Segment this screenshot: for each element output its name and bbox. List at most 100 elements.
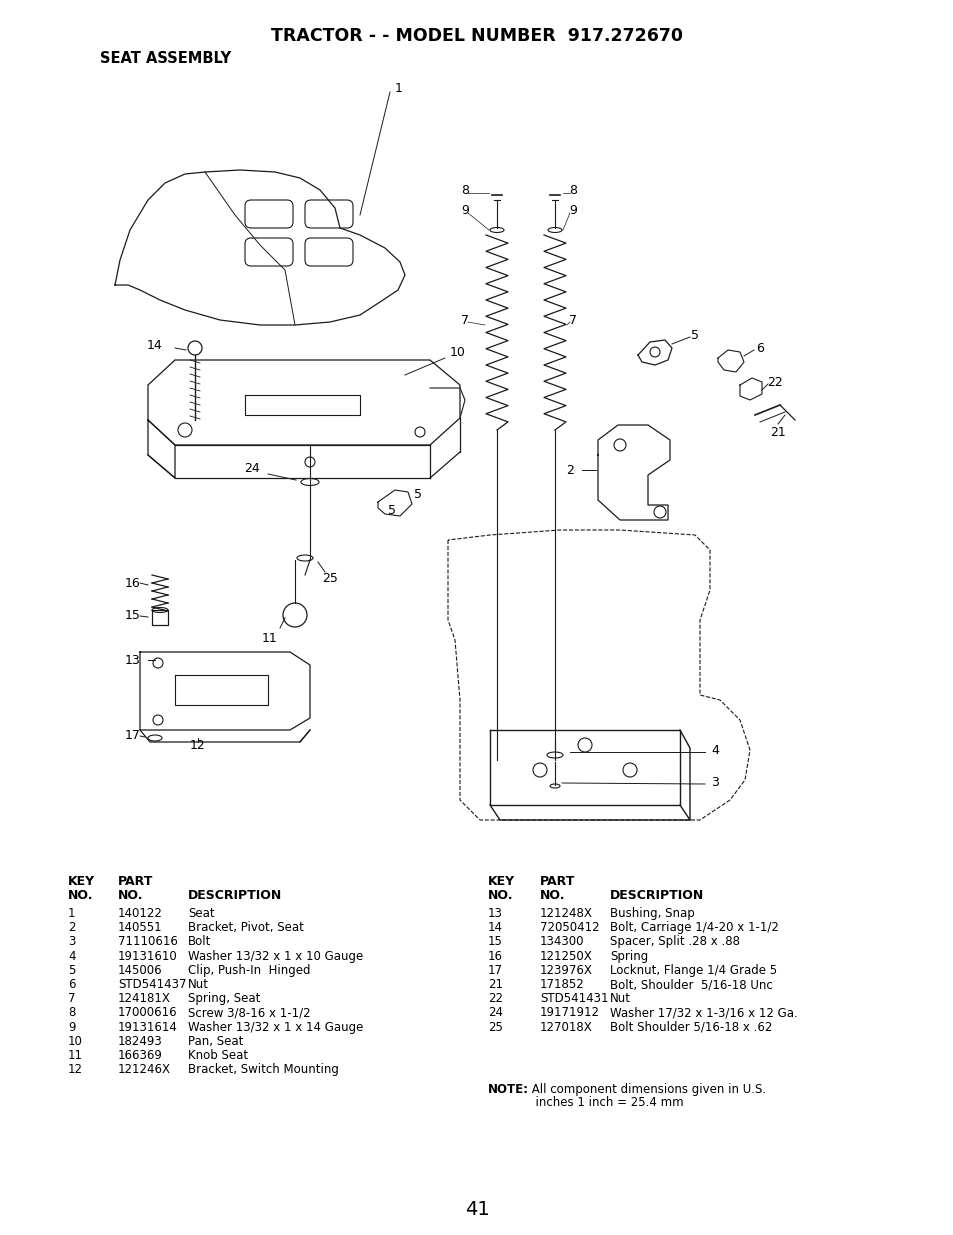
Text: 10: 10 — [450, 346, 465, 358]
Text: 3: 3 — [68, 935, 75, 948]
Text: PART: PART — [118, 876, 153, 888]
Text: 11: 11 — [262, 631, 277, 645]
Text: Screw 3/8-16 x 1-1/2: Screw 3/8-16 x 1-1/2 — [188, 1007, 311, 1019]
Text: All component dimensions given in U.S.: All component dimensions given in U.S. — [527, 1083, 765, 1097]
Text: 16: 16 — [125, 577, 141, 589]
Text: 3: 3 — [710, 776, 719, 788]
Text: 8: 8 — [68, 1007, 75, 1019]
Text: 11: 11 — [68, 1049, 83, 1062]
Text: Washer 17/32 x 1-3/16 x 12 Ga.: Washer 17/32 x 1-3/16 x 12 Ga. — [609, 1007, 797, 1019]
Text: 7: 7 — [68, 992, 75, 1005]
Text: Spacer, Split .28 x .88: Spacer, Split .28 x .88 — [609, 935, 740, 948]
Text: Bracket, Switch Mounting: Bracket, Switch Mounting — [188, 1063, 338, 1076]
Text: 22: 22 — [766, 375, 782, 389]
Text: DESCRIPTION: DESCRIPTION — [188, 889, 282, 902]
Text: NO.: NO. — [539, 889, 565, 902]
Text: Bolt, Shoulder  5/16-18 Unc: Bolt, Shoulder 5/16-18 Unc — [609, 978, 772, 990]
Text: 6: 6 — [68, 978, 75, 990]
Text: Spring: Spring — [609, 950, 648, 962]
Text: 13: 13 — [488, 906, 502, 920]
Text: 9: 9 — [569, 204, 577, 216]
Text: STD541437: STD541437 — [118, 978, 186, 990]
Text: 19131610: 19131610 — [118, 950, 177, 962]
Text: Spring, Seat: Spring, Seat — [188, 992, 260, 1005]
Text: Washer 13/32 x 1 x 14 Gauge: Washer 13/32 x 1 x 14 Gauge — [188, 1020, 363, 1034]
Text: 21: 21 — [769, 426, 785, 438]
Text: NO.: NO. — [68, 889, 93, 902]
Text: 9: 9 — [68, 1020, 75, 1034]
Text: inches 1 inch = 25.4 mm: inches 1 inch = 25.4 mm — [527, 1097, 683, 1109]
Text: 5: 5 — [690, 329, 699, 342]
Text: 12: 12 — [190, 739, 206, 752]
Text: NOTE:: NOTE: — [488, 1083, 529, 1097]
Text: Knob Seat: Knob Seat — [188, 1049, 248, 1062]
Text: 71110616: 71110616 — [118, 935, 177, 948]
Text: KEY: KEY — [488, 876, 515, 888]
Text: PART: PART — [539, 876, 575, 888]
Text: KEY: KEY — [68, 876, 95, 888]
Text: 10: 10 — [68, 1035, 83, 1047]
Text: 17: 17 — [488, 963, 502, 977]
Text: 166369: 166369 — [118, 1049, 163, 1062]
Text: 14: 14 — [488, 921, 502, 934]
Text: NO.: NO. — [488, 889, 513, 902]
Text: 22: 22 — [488, 992, 502, 1005]
Text: Nut: Nut — [609, 992, 630, 1005]
Text: 25: 25 — [322, 572, 337, 584]
Text: 2: 2 — [68, 921, 75, 934]
Text: 121250X: 121250X — [539, 950, 592, 962]
Text: 19131614: 19131614 — [118, 1020, 177, 1034]
Text: 13: 13 — [125, 653, 141, 667]
Text: 5: 5 — [68, 963, 75, 977]
Text: 7: 7 — [460, 314, 469, 326]
Text: Bolt, Carriage 1/4-20 x 1-1/2: Bolt, Carriage 1/4-20 x 1-1/2 — [609, 921, 778, 934]
Text: 16: 16 — [488, 950, 502, 962]
Text: 41: 41 — [464, 1200, 489, 1219]
Text: 24: 24 — [488, 1007, 502, 1019]
Text: SEAT ASSEMBLY: SEAT ASSEMBLY — [100, 51, 231, 65]
Text: Pan, Seat: Pan, Seat — [188, 1035, 243, 1047]
Text: 17000616: 17000616 — [118, 1007, 177, 1019]
Text: 21: 21 — [488, 978, 502, 990]
Text: 182493: 182493 — [118, 1035, 163, 1047]
Text: 17: 17 — [125, 729, 141, 741]
Text: 121246X: 121246X — [118, 1063, 171, 1076]
Text: 1: 1 — [68, 906, 75, 920]
Text: DESCRIPTION: DESCRIPTION — [609, 889, 703, 902]
Text: 124181X: 124181X — [118, 992, 171, 1005]
Text: Bolt Shoulder 5/16-18 x .62: Bolt Shoulder 5/16-18 x .62 — [609, 1020, 772, 1034]
Text: 8: 8 — [460, 184, 469, 196]
Text: Nut: Nut — [188, 978, 209, 990]
Text: 5: 5 — [388, 504, 395, 516]
Text: 7: 7 — [568, 314, 577, 326]
Text: 140122: 140122 — [118, 906, 163, 920]
Text: 72050412: 72050412 — [539, 921, 599, 934]
Text: 24: 24 — [244, 462, 259, 474]
Text: 4: 4 — [68, 950, 75, 962]
Text: 25: 25 — [488, 1020, 502, 1034]
Text: Clip, Push-In  Hinged: Clip, Push-In Hinged — [188, 963, 310, 977]
Text: Seat: Seat — [188, 906, 214, 920]
Text: 4: 4 — [710, 743, 719, 757]
Text: Washer 13/32 x 1 x 10 Gauge: Washer 13/32 x 1 x 10 Gauge — [188, 950, 363, 962]
Text: 15: 15 — [488, 935, 502, 948]
Text: 140551: 140551 — [118, 921, 162, 934]
Text: NO.: NO. — [118, 889, 143, 902]
Text: 19171912: 19171912 — [539, 1007, 599, 1019]
Text: STD541431: STD541431 — [539, 992, 608, 1005]
Text: 12: 12 — [68, 1063, 83, 1076]
Text: Locknut, Flange 1/4 Grade 5: Locknut, Flange 1/4 Grade 5 — [609, 963, 777, 977]
Text: 171852: 171852 — [539, 978, 584, 990]
Text: 127018X: 127018X — [539, 1020, 592, 1034]
Text: 6: 6 — [756, 342, 763, 354]
Text: Bushing, Snap: Bushing, Snap — [609, 906, 694, 920]
Text: 123976X: 123976X — [539, 963, 592, 977]
Text: Bracket, Pivot, Seat: Bracket, Pivot, Seat — [188, 921, 304, 934]
Text: 15: 15 — [125, 609, 141, 621]
Text: 8: 8 — [568, 184, 577, 196]
Text: TRACTOR - - MODEL NUMBER  917.272670: TRACTOR - - MODEL NUMBER 917.272670 — [271, 27, 682, 44]
Text: 2: 2 — [565, 463, 574, 477]
Text: 5: 5 — [414, 488, 421, 500]
Text: 145006: 145006 — [118, 963, 162, 977]
Text: 1: 1 — [395, 82, 402, 95]
